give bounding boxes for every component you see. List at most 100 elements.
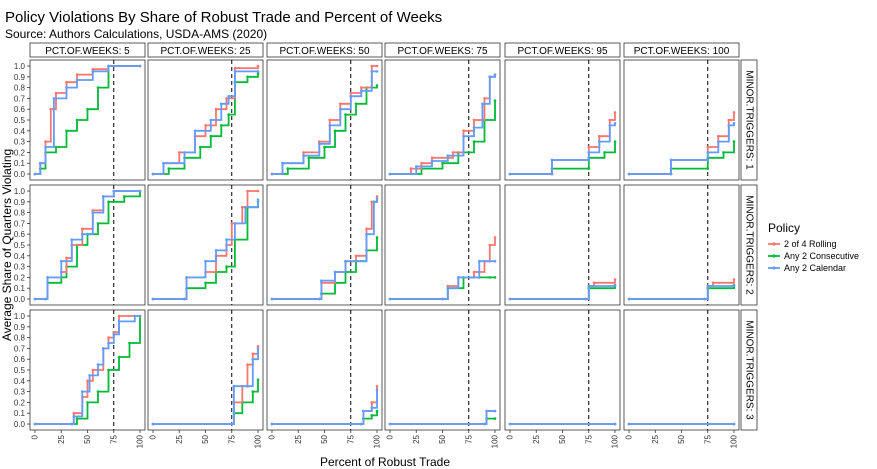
y-tick-label: 0.4 bbox=[14, 252, 26, 261]
data-point bbox=[286, 167, 290, 170]
data-point bbox=[349, 94, 353, 98]
data-point bbox=[485, 409, 488, 413]
data-point bbox=[72, 411, 76, 415]
data-point bbox=[493, 417, 497, 420]
y-tick-label: 0.7 bbox=[14, 219, 26, 228]
data-point bbox=[706, 167, 710, 170]
y-tick-label: 0.9 bbox=[14, 198, 26, 207]
panel-frame bbox=[623, 184, 740, 306]
legend-entry-label: 2 of 4 Rolling bbox=[784, 239, 837, 249]
series-line bbox=[153, 73, 259, 175]
y-tick-label: 0.1 bbox=[14, 159, 26, 168]
data-point bbox=[587, 145, 591, 149]
x-tick-label: 50 bbox=[320, 434, 329, 443]
y-tick-label: 0.1 bbox=[14, 284, 26, 293]
data-point bbox=[441, 297, 444, 301]
y-tick-label: 0.8 bbox=[14, 84, 26, 93]
data-point bbox=[456, 276, 460, 279]
data-point bbox=[256, 72, 260, 75]
legend-key-point bbox=[772, 254, 776, 258]
data-point bbox=[233, 222, 237, 225]
data-point bbox=[256, 378, 260, 382]
data-point bbox=[349, 91, 353, 95]
data-point bbox=[483, 97, 486, 100]
series-line bbox=[153, 70, 258, 175]
series-line bbox=[35, 65, 140, 175]
data-point bbox=[225, 97, 228, 100]
panel-frame bbox=[504, 184, 621, 306]
y-tick-label: 1.0 bbox=[14, 312, 26, 321]
x-tick-label: 75 bbox=[109, 434, 118, 443]
data-point bbox=[96, 390, 100, 393]
series-line bbox=[510, 123, 616, 175]
data-point bbox=[91, 368, 95, 372]
y-tick-label: 0.3 bbox=[14, 263, 26, 272]
panel bbox=[504, 59, 621, 181]
data-point bbox=[86, 401, 89, 404]
column-strip-label: PCT.OF.WEEKS: 75 bbox=[397, 46, 487, 57]
panel bbox=[384, 59, 501, 181]
data-point bbox=[592, 281, 596, 285]
data-point bbox=[91, 67, 95, 71]
x-tick-label: 25 bbox=[412, 434, 421, 443]
data-point bbox=[446, 154, 450, 157]
data-point bbox=[333, 270, 337, 274]
data-point bbox=[323, 145, 326, 149]
data-point bbox=[370, 200, 374, 204]
panel bbox=[384, 184, 501, 306]
data-point bbox=[96, 363, 100, 366]
series-line bbox=[35, 190, 140, 300]
data-point bbox=[613, 140, 617, 143]
column-strip bbox=[504, 42, 621, 58]
data-point bbox=[317, 140, 321, 143]
data-point bbox=[354, 102, 358, 106]
data-point bbox=[107, 64, 110, 68]
data-point bbox=[256, 70, 260, 73]
x-tick-label: 50 bbox=[438, 434, 447, 443]
x-tick-label: 0 bbox=[386, 434, 395, 439]
panel bbox=[147, 184, 264, 306]
data-point bbox=[88, 374, 91, 377]
data-point bbox=[354, 259, 358, 263]
data-point bbox=[101, 347, 105, 350]
data-point bbox=[65, 80, 68, 84]
data-point bbox=[375, 384, 379, 388]
data-point bbox=[328, 118, 332, 122]
data-point bbox=[251, 352, 255, 356]
data-point bbox=[328, 124, 332, 127]
row-strip-label: MINOR.TRIGGERS: 3 bbox=[744, 320, 755, 420]
x-tick-label: 0 bbox=[268, 434, 277, 439]
data-point bbox=[225, 265, 228, 268]
data-point bbox=[107, 336, 110, 339]
data-point bbox=[359, 89, 363, 93]
data-point bbox=[162, 161, 165, 165]
data-point bbox=[225, 238, 228, 241]
series-line bbox=[35, 315, 140, 425]
data-point bbox=[488, 276, 492, 279]
panel: 0.0 0.1 0.20.3 0.4 0.5 0.6 0.70.8 0.9 1.0 bbox=[14, 59, 146, 181]
data-point bbox=[627, 297, 631, 301]
data-point bbox=[359, 422, 363, 426]
data-point bbox=[584, 297, 587, 301]
data-point bbox=[33, 422, 37, 426]
data-point bbox=[246, 363, 249, 366]
y-tick-label: 0.6 bbox=[14, 105, 26, 114]
data-point bbox=[608, 124, 612, 127]
data-point bbox=[107, 341, 110, 345]
legend-key-point bbox=[772, 242, 776, 246]
data-point bbox=[587, 158, 591, 162]
data-point bbox=[727, 118, 731, 122]
column-strip-label: PCT.OF.WEEKS: 25 bbox=[160, 46, 250, 57]
data-point bbox=[669, 172, 673, 176]
data-point bbox=[65, 86, 68, 89]
data-point bbox=[246, 189, 249, 193]
data-point bbox=[317, 142, 321, 146]
panel bbox=[504, 184, 621, 306]
data-point bbox=[508, 297, 512, 301]
data-point bbox=[388, 422, 392, 426]
panel-frame bbox=[147, 59, 264, 181]
panel-frame bbox=[623, 309, 740, 431]
data-point bbox=[703, 297, 706, 301]
column-strip-label: PCT.OF.WEEKS: 100 bbox=[634, 46, 730, 57]
data-point bbox=[96, 222, 100, 225]
